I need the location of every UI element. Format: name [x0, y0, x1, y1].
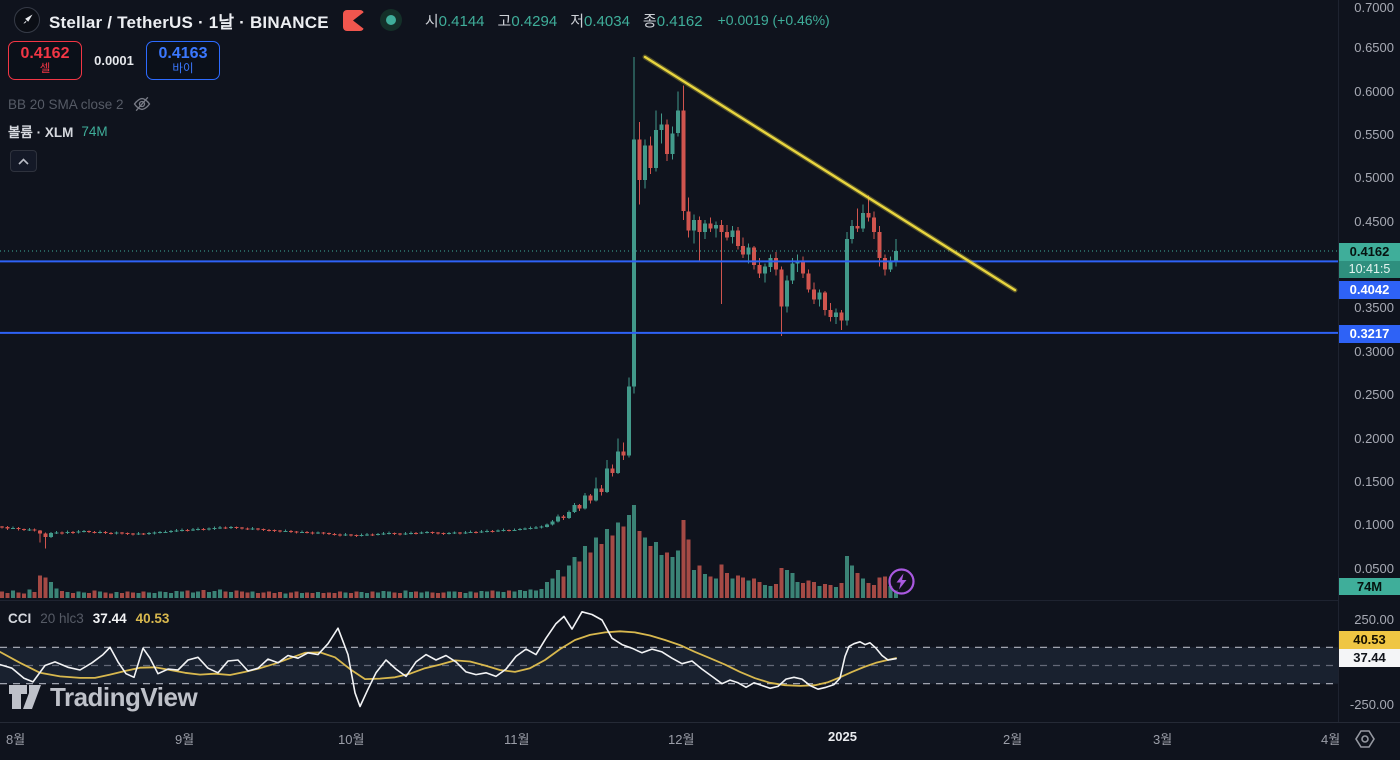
cci-indicator-legend[interactable]: CCI 20 hlc3 37.44 40.53: [8, 611, 169, 626]
alert-line-label-lower: 0.3217: [1339, 325, 1400, 343]
eye-off-icon[interactable]: [132, 94, 152, 114]
time-tick: 9월: [175, 732, 195, 747]
bb-indicator-label: BB 20 SMA close 2: [8, 96, 124, 112]
cci-scale-tick: -250.00: [1349, 697, 1394, 712]
time-tick: 2월: [1003, 732, 1023, 747]
tradingview-logo-text: TradingView: [50, 681, 198, 712]
spread-value: 0.0001: [94, 53, 134, 68]
volume-value-label: 74M: [1339, 578, 1400, 595]
price-tick: 0.1500: [1354, 474, 1394, 489]
market-status-icon[interactable]: [379, 9, 402, 31]
ohlc-close: 종0.4162: [642, 12, 703, 30]
cci-scale-tick: 250.00: [1354, 612, 1394, 627]
buy-button[interactable]: 0.4163 바이: [146, 41, 220, 80]
time-tick-year: 2025: [828, 729, 857, 744]
cci-name: CCI: [8, 611, 32, 626]
price-tick: 0.2000: [1354, 431, 1394, 446]
price-tick: 0.6500: [1354, 40, 1394, 55]
cci-white-value-label: 37.44: [1339, 649, 1400, 667]
ohlc-low: 저0.4034: [570, 12, 630, 30]
time-tick: 12월: [668, 732, 695, 747]
time-tick: 10월: [338, 732, 365, 747]
last-price-label: 0.4162: [1339, 243, 1400, 261]
trade-panel: 0.4162 셀 0.0001 0.4163 바이: [8, 41, 220, 80]
time-tick: 4월: [1321, 732, 1341, 747]
symbol-header: Stellar / TetherUS · 1날 · BINANCE 시0.414…: [14, 6, 830, 34]
tradingview-logo-icon: [9, 685, 41, 709]
price-tick: 0.0500: [1354, 561, 1394, 576]
volume-indicator-value: 74M: [81, 123, 108, 139]
cci-params: 20 hlc3: [40, 611, 84, 626]
cci-white-value: 37.44: [92, 611, 127, 626]
price-tick: 0.2500: [1354, 387, 1394, 402]
price-tick: 0.5500: [1354, 127, 1394, 142]
time-axis-border: [0, 722, 1400, 723]
axis-settings-icon[interactable]: [1353, 727, 1377, 751]
cci-yellow-value: 40.53: [135, 611, 170, 626]
time-tick: 3월: [1153, 732, 1173, 747]
price-scale-border: [1338, 0, 1339, 722]
price-tick: 0.1000: [1354, 517, 1394, 532]
time-tick: 8월: [6, 732, 26, 747]
price-change: +0.0019 (+0.46%): [717, 12, 830, 28]
price-tick: 0.7000: [1354, 0, 1394, 15]
price-tick: 0.4500: [1354, 214, 1394, 229]
tradingview-logo[interactable]: TradingView: [8, 681, 198, 713]
volume-indicator-legend[interactable]: 볼륨 · XLM 74M: [8, 121, 108, 141]
price-tick: 0.6000: [1354, 84, 1394, 99]
bar-countdown-label: 10:41:5: [1339, 261, 1400, 278]
price-tick: 0.3500: [1354, 300, 1394, 315]
ohlc-values: 시0.4144 고0.4294 저0.4034 종0.4162 +0.0019 …: [425, 10, 830, 31]
symbol-title[interactable]: Stellar / TetherUS · 1날 · BINANCE: [49, 12, 329, 32]
boost-lightning-icon[interactable]: [887, 567, 916, 596]
sell-button[interactable]: 0.4162 셀: [8, 41, 82, 80]
time-tick: 11월: [504, 732, 530, 747]
stellar-logo-icon[interactable]: [14, 7, 40, 33]
price-tick: 0.3000: [1354, 344, 1394, 359]
volume-indicator-label: 볼륨 · XLM: [8, 125, 74, 140]
cci-yellow-value-label: 40.53: [1339, 631, 1400, 649]
bb-indicator-legend[interactable]: BB 20 SMA close 2: [8, 94, 152, 114]
red-flag-icon[interactable]: [342, 9, 365, 32]
ohlc-high: 고0.4294: [497, 12, 558, 30]
price-tick: 0.5000: [1354, 170, 1394, 185]
ohlc-open: 시0.4144: [424, 12, 485, 30]
alert-line-label-upper: 0.4042: [1339, 281, 1400, 299]
collapse-pane-button[interactable]: [10, 150, 37, 172]
